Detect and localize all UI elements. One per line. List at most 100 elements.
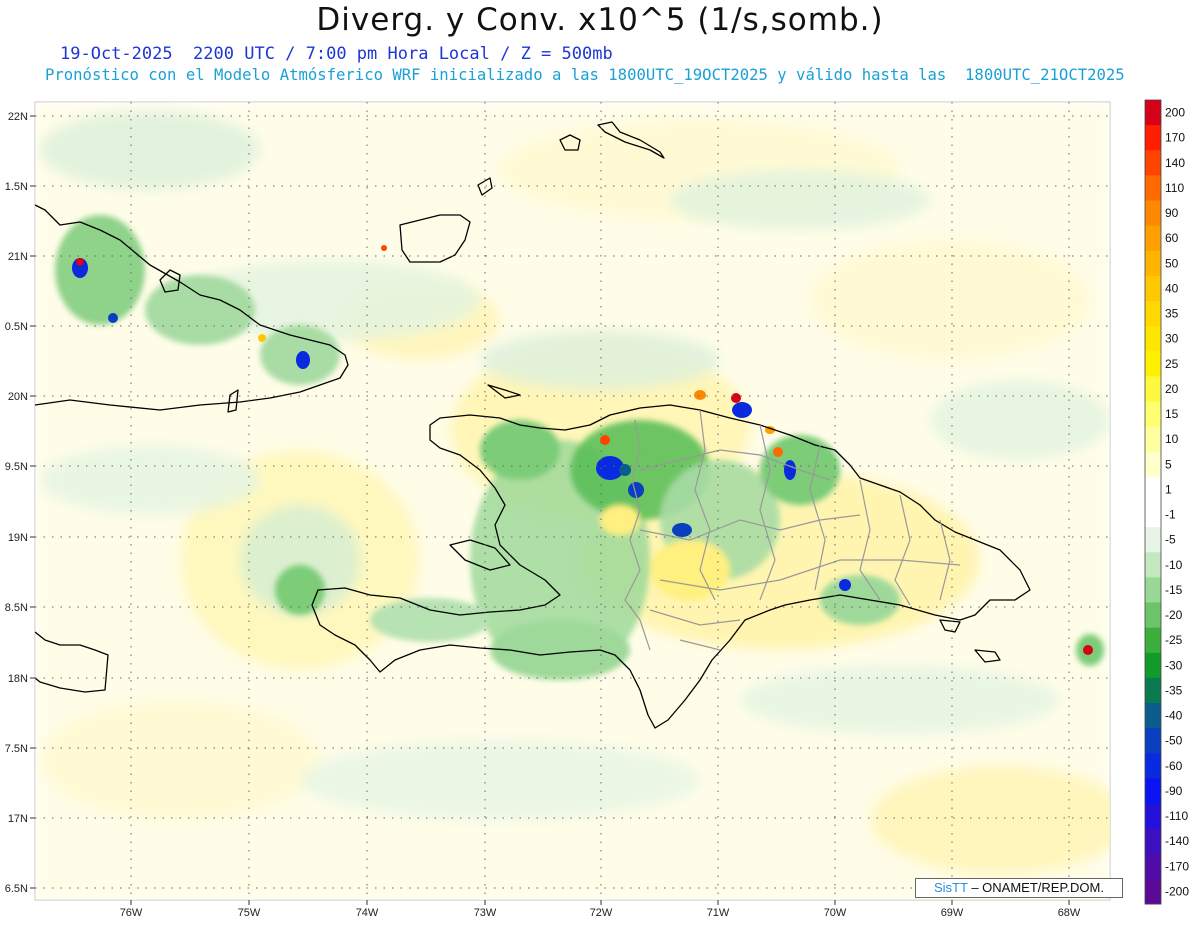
colorbar-label: -15 [1165,583,1183,597]
colorbar-swatch [1145,703,1161,729]
colorbar-swatch [1145,627,1161,654]
colorbar-swatch [1145,451,1161,478]
colorbar-swatch [1145,677,1161,704]
longitude-labels: 76W 75W 74W 73W 72W 71W 70W 69W 68W [120,907,1081,919]
colorbar-label: 25 [1165,357,1179,371]
coastlines [35,121,1031,729]
colorbar-swatch [1145,351,1161,377]
colorbar-label: -140 [1165,834,1189,848]
lat-label: 18N [8,673,28,685]
colorbar-label: 5 [1165,457,1172,471]
colorbar-label: 200 [1165,106,1185,120]
province-borders [624,409,961,651]
lon-label: 76W [120,907,143,919]
lon-label: 73W [474,907,497,919]
colorbar-swatch [1145,326,1161,352]
map-title: Diverg. y Conv. x10^5 (1/s,somb.) [316,2,884,38]
colorbar-swatch [1145,502,1161,528]
lat-label: 1.5N [5,181,28,193]
colorbar-label: 60 [1165,231,1179,245]
colorbar-swatch [1145,828,1161,855]
lon-label: 74W [356,907,379,919]
strong-cores [72,245,1093,655]
lon-tick-marks [130,900,1070,905]
lat-label: 6.5N [5,883,28,895]
colorbar-label: -20 [1165,608,1183,622]
colorbar-swatch [1145,552,1161,578]
lon-label: 71W [707,907,730,919]
lat-label: 21N [8,251,28,263]
colorbar-label: -40 [1165,709,1183,723]
latitude-labels: 22N 1.5N 21N 0.5N 20N 9.5N 19N 8.5N 18N … [5,111,28,895]
lat-tick-marks [30,115,35,889]
colorbar-swatch [1145,426,1161,453]
colorbar-swatch [1145,527,1161,553]
credit-brand: SisTT [933,880,968,895]
colorbar-label: -60 [1165,759,1183,773]
colorbar-swatch [1145,225,1161,252]
colorbar-label: -1 [1165,508,1176,522]
lat-label: 0.5N [5,321,28,333]
colorbar-label: 10 [1165,432,1179,446]
colorbar-swatch [1145,100,1161,126]
colorbar-label: 1 [1165,482,1172,496]
lat-label: 17N [8,813,28,825]
colorbar-swatch [1145,175,1161,201]
model-info-line: Pronóstico con el Modelo Atmósferico WRF… [45,66,1125,84]
credit-text: – ONAMET/REP.DOM. [967,880,1104,895]
colorbar-label: 20 [1165,382,1179,396]
colorbar-label: 140 [1165,156,1185,170]
colorbar-swatch [1145,401,1161,428]
lat-label: 22N [8,111,28,123]
colorbar-swatch [1145,853,1161,880]
credit-box: SisTT – ONAMET/REP.DOM. [915,878,1123,898]
colorbar-label: 40 [1165,281,1179,295]
lon-label: 69W [941,907,964,919]
colorbar-label: 50 [1165,256,1179,270]
colorbar-swatch [1145,275,1161,302]
colorbar-swatch [1145,602,1161,629]
colorbar-swatch [1145,778,1161,804]
colorbar-swatch [1145,728,1161,754]
colorbar-swatch [1145,753,1161,779]
colorbar-label: -30 [1165,658,1183,672]
lat-label: 19N [8,532,28,544]
colorbar-label: 90 [1165,206,1179,220]
lon-label: 75W [238,907,261,919]
lon-label: 70W [824,907,847,919]
colorbar-swatch [1145,301,1161,327]
colorbar-swatch [1145,125,1161,151]
lat-label: 20N [8,391,28,403]
colorbar-swatch [1145,878,1161,905]
colorbar-label: -110 [1165,809,1188,823]
colorbar-swatch [1145,150,1161,176]
lat-label: 9.5N [5,461,28,473]
colorbar-label: -170 [1165,859,1189,873]
graticule [35,102,1110,900]
colorbar-label: -50 [1165,734,1183,748]
valid-time-line: 19-Oct-2025 2200 UTC / 7:00 pm Hora Loca… [60,44,613,64]
lon-label: 68W [1058,907,1081,919]
colorbar-swatch [1145,476,1161,503]
colorbar-swatch [1145,652,1161,679]
colorbar-label: 110 [1165,181,1184,195]
colorbar-label: -10 [1165,558,1183,572]
lat-label: 7.5N [5,743,28,755]
colorbar-label: -25 [1165,633,1183,647]
colorbar-label: 35 [1165,307,1179,321]
colorbar-label: -5 [1165,533,1176,547]
colorbar-swatch [1145,577,1161,603]
colorbar: 200 170 140 110 90 60 50 40 35 30 25 20 15 10 5 1 -1 -5 -1… [1144,99,1189,905]
colorbar-label: 30 [1165,332,1179,346]
lon-label: 72W [590,907,613,919]
colorbar-swatch [1145,250,1161,277]
colorbar-frame [1144,99,1162,905]
colorbar-swatch [1145,376,1161,402]
colorbar-swatch [1145,200,1161,227]
colorbar-label: -35 [1165,683,1183,697]
colorbar-label: -200 [1165,884,1189,898]
lat-label: 8.5N [5,602,28,614]
weak-convergence-field [40,110,1110,820]
colorbar-swatch [1145,803,1161,830]
